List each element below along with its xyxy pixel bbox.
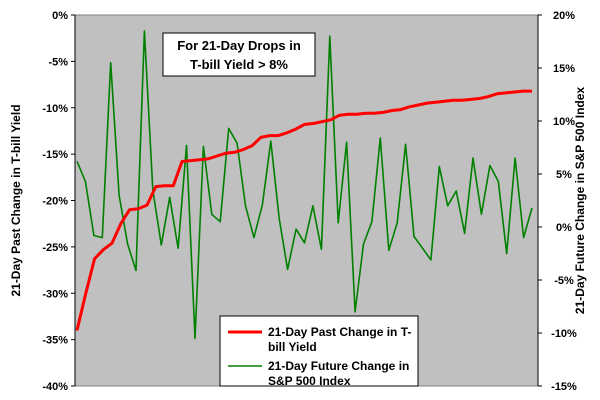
- legend-label-sp500-line-2: S&P 500 Index: [268, 374, 351, 388]
- right-tick-label: -15%: [551, 381, 577, 393]
- left-tick-label: 0%: [52, 10, 68, 22]
- annotation-box: For 21-Day Drops in T-bill Yield > 8%: [162, 32, 316, 77]
- legend-label-tbill-line-1: 21-Day Past Change in T-: [268, 325, 411, 339]
- series-line-tbill: [75, 89, 532, 331]
- left-tick-label: -25%: [42, 242, 68, 254]
- y-axis-right-title: 21-Day Future Change in S&P 500 Index: [573, 87, 587, 315]
- legend-label-tbill-line-2: bill Yield: [268, 340, 317, 354]
- left-tick-label: -5%: [48, 56, 68, 68]
- left-tick-label: -10%: [42, 103, 68, 115]
- legend-label-sp500-line-1: 21-Day Future Change in: [268, 359, 409, 373]
- left-axis: -40% -35% -30% -25% -20% -15% -10% -5% 0%: [42, 10, 76, 393]
- left-tick-label: -30%: [42, 288, 68, 300]
- y-axis-left-title: 21-Day Past Change in T-bill Yield: [9, 104, 23, 296]
- series-layer: [75, 30, 533, 340]
- left-tick-label: -15%: [42, 149, 68, 161]
- left-tick-label: -40%: [42, 381, 68, 393]
- annotation-line-1: For 21-Day Drops in: [177, 38, 301, 53]
- legend-frame: [219, 315, 419, 387]
- annotation-line-2: T-bill Yield > 8%: [190, 57, 288, 72]
- left-tick-label: -35%: [42, 335, 68, 347]
- right-tick-label: 10%: [553, 116, 575, 128]
- right-tick-label: 0%: [556, 222, 572, 234]
- left-tick-label: -20%: [42, 196, 68, 208]
- right-tick-label: -5%: [554, 275, 574, 287]
- legend: 21-Day Past Change in T- bill Yield 21-D…: [219, 315, 419, 388]
- annotation-frame: [162, 32, 316, 77]
- right-axis: -15% -10% -5% 0% 5% 10% 15% 20%: [537, 10, 577, 393]
- right-tick-label: 5%: [556, 169, 572, 181]
- right-tick-label: 20%: [553, 10, 575, 22]
- right-tick-label: 15%: [553, 63, 575, 75]
- right-tick-label: -10%: [551, 328, 577, 340]
